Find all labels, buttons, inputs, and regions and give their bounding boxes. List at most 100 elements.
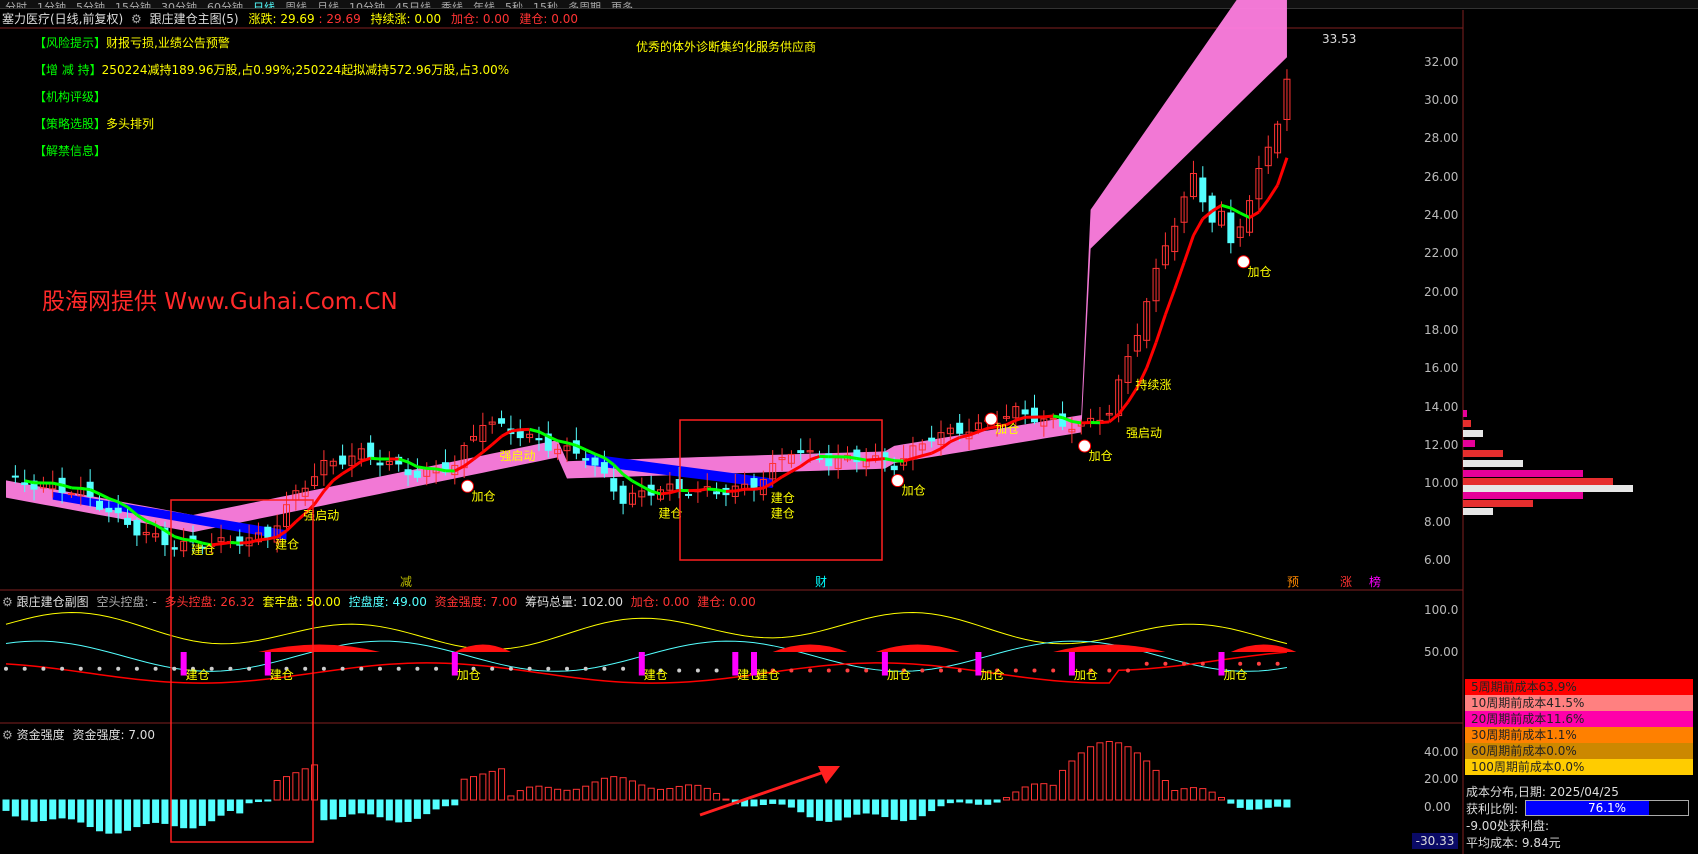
axis-tick: 26.00	[1424, 170, 1459, 184]
sub1-dot	[1088, 668, 1093, 673]
sub1-signal-bar	[638, 652, 645, 676]
notice-risk[interactable]: 【风险提示】财报亏损,业绩公告预警	[34, 34, 230, 51]
candle-body	[806, 450, 814, 453]
jiacang-value: 0.00	[482, 12, 510, 26]
sub1-zijin-value: 7.00	[490, 595, 518, 609]
notice-rating[interactable]: 【机构评级】	[34, 88, 106, 105]
signal-label: 强启动	[500, 449, 536, 463]
sub1-dot	[97, 666, 102, 671]
sub2-axis-tick: 0.00	[1424, 800, 1451, 814]
moving-average-line	[24, 157, 1289, 547]
indicator-name[interactable]: 跟庄建仓主图(5)	[149, 12, 239, 26]
ma-segment	[472, 451, 484, 461]
sub2-bar	[993, 799, 1001, 803]
candle-body	[114, 507, 122, 514]
profit-ratio-label: 获利比例:	[1466, 802, 1519, 816]
notice-unlock[interactable]: 【解禁信息】	[34, 142, 106, 159]
ma-segment	[285, 520, 297, 532]
event-marker: 涨	[1340, 574, 1352, 589]
notice-tag-close: 】	[94, 144, 107, 158]
axis-tick: 14.00	[1424, 400, 1459, 414]
ma-segment	[426, 466, 437, 471]
candle-body	[1227, 212, 1235, 244]
candle-body	[1255, 168, 1263, 200]
trend-arrow	[699, 768, 831, 817]
ma-segment	[173, 535, 185, 541]
sub2-bar	[413, 799, 421, 819]
sub2-bar	[619, 777, 627, 801]
period-tab[interactable]: 多周期	[568, 1, 601, 9]
sub1-signal-label: 加仓	[457, 668, 481, 682]
period-tab[interactable]: 15秒	[533, 1, 558, 9]
ma-segment	[1052, 414, 1063, 420]
indicator-settings-icon[interactable]: ⚙	[131, 12, 142, 26]
sub1-signal-label: 建仓	[756, 668, 780, 682]
period-tab[interactable]: 年线	[473, 1, 495, 9]
candle-body	[479, 424, 487, 442]
sub1-dot	[4, 666, 8, 671]
sub2-bar	[1002, 797, 1010, 801]
ma-segment	[650, 489, 661, 496]
sub2-bar	[722, 798, 730, 801]
ma-segment	[1081, 420, 1091, 425]
ma-segment	[1015, 415, 1026, 422]
cost-row-label: 30周期前成本1.1%	[1471, 728, 1577, 742]
sub2-bar	[984, 799, 992, 805]
candle-body	[1236, 226, 1244, 238]
candle-body	[357, 448, 365, 460]
candle-body	[769, 462, 777, 480]
sub2-bar	[142, 799, 150, 825]
notice-strategy[interactable]: 【策略选股】多头排列	[34, 115, 154, 132]
cost-row-label: 100周期前成本0.0%	[1471, 760, 1585, 774]
sub2-bar	[1227, 799, 1235, 804]
ma-segment	[762, 481, 774, 490]
sub2-bar	[685, 784, 693, 801]
ma-segment	[1248, 210, 1260, 219]
period-tab[interactable]: 15分钟	[115, 1, 151, 9]
sub1-dot	[508, 666, 513, 671]
sub1-chouma-value: 102.00	[580, 595, 623, 609]
sub1-dot	[939, 668, 943, 673]
period-tab[interactable]: 5秒	[505, 1, 523, 9]
candle-body	[956, 422, 964, 434]
period-tab[interactable]: 1分钟	[37, 1, 66, 9]
candle-body	[1143, 301, 1151, 341]
ma-segment	[98, 492, 110, 500]
sub1-dot	[621, 666, 626, 671]
sub2-bar	[357, 799, 365, 814]
period-tab[interactable]: 30分钟	[161, 1, 197, 9]
period-tab[interactable]: 45日线	[395, 1, 431, 9]
sub1-dot	[826, 668, 831, 673]
sub2-bar	[1049, 784, 1057, 801]
period-tab[interactable]: 分时	[5, 1, 27, 9]
sub2-settings-icon[interactable]: ⚙	[2, 728, 13, 742]
sub1-settings-icon[interactable]: ⚙	[2, 595, 13, 609]
ma-segment	[799, 458, 811, 468]
sub1-signal-label: 建仓	[270, 668, 294, 682]
period-tab[interactable]: 月线	[317, 1, 339, 9]
sub1-dot	[340, 666, 345, 671]
period-tab[interactable]: 10分钟	[349, 1, 385, 9]
sub1-signal-bar	[180, 652, 187, 676]
sub1-name[interactable]: 跟庄建仓副图	[16, 595, 89, 609]
sub1-duotou-label: 多头控盘:	[164, 595, 217, 609]
candle-body	[498, 418, 506, 424]
ma-segment	[1154, 314, 1167, 344]
candle-body	[703, 486, 711, 489]
period-tab[interactable]: 日线	[253, 1, 275, 9]
sub2-bar	[264, 799, 272, 802]
candle-body	[666, 483, 674, 491]
period-tab[interactable]: 周线	[285, 1, 307, 9]
period-tab[interactable]: 5分钟	[76, 1, 105, 9]
period-tab[interactable]: 60分钟	[207, 1, 243, 9]
chixu-value: 0.00	[414, 12, 442, 26]
period-tab[interactable]: 季线	[441, 1, 463, 9]
stock-title[interactable]: 塞力医疗(日线,前复权)	[2, 12, 124, 26]
sub2-name[interactable]: 资金强度	[16, 728, 65, 742]
axis-tick: 6.00	[1424, 553, 1451, 567]
zhangdie-label: 涨跌:	[248, 12, 277, 26]
notice-holdings[interactable]: 【增 减 持】250224减持189.96万股,占0.99%;250224起拟减…	[34, 61, 509, 78]
period-tab[interactable]: 更多	[611, 1, 633, 9]
sub2-bar	[563, 789, 571, 801]
